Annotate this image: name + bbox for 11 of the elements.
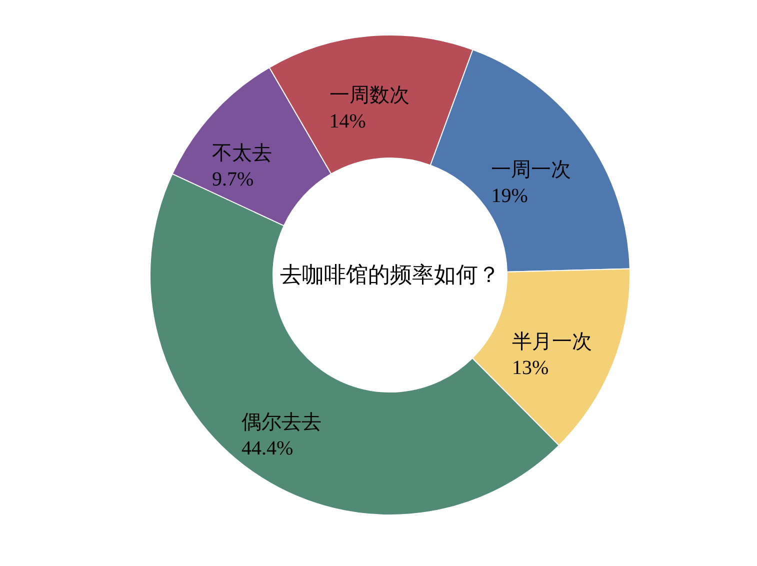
slice-label: 一周一次 (491, 159, 572, 182)
data-label: 19% (491, 185, 528, 208)
slice-label: 不太去 (212, 142, 272, 165)
data-label: 13% (512, 357, 549, 380)
data-label: 44.4% (242, 437, 294, 460)
text: 去咖啡馆的频率如何？ (280, 262, 500, 287)
slice-label: 半月一次 (512, 331, 592, 354)
data-label: 9.7% (212, 168, 254, 191)
slice-label: 偶尔去去 (242, 411, 322, 434)
slice-label: 一周数次 (329, 84, 410, 107)
data-label: 14% (329, 110, 366, 133)
